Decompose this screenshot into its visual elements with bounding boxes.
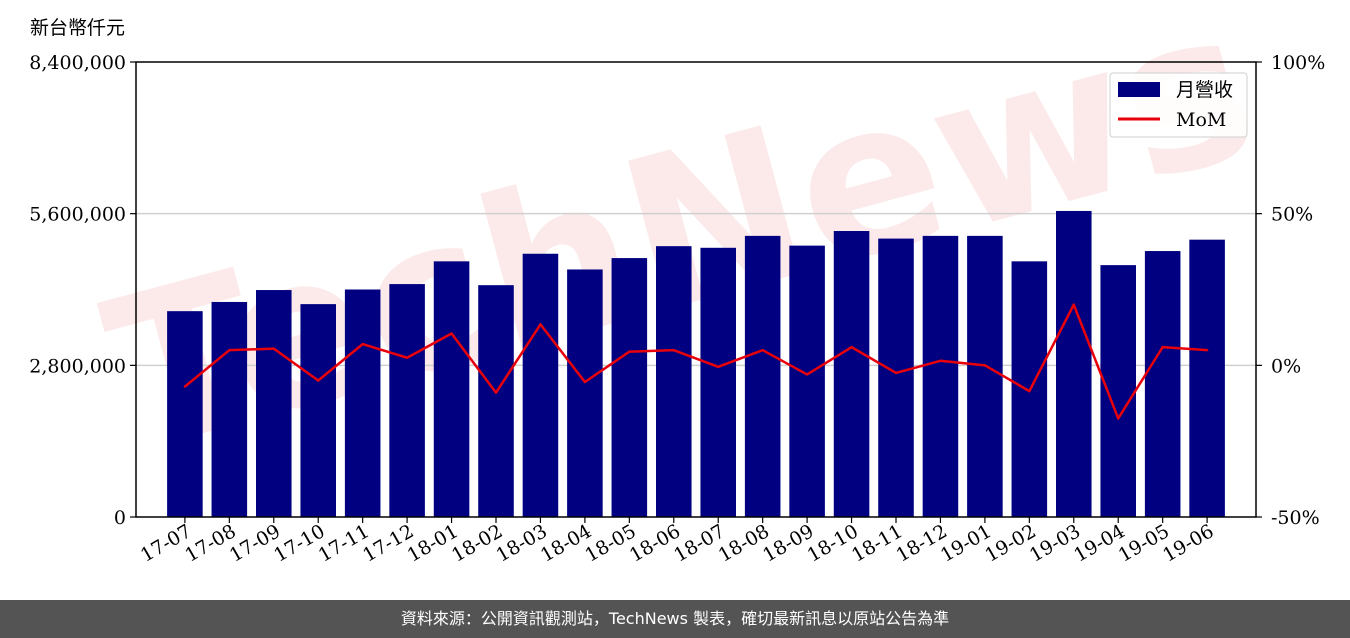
legend-swatch-bar: [1118, 82, 1160, 97]
mom-point: [850, 345, 853, 349]
mom-point: [228, 348, 231, 352]
x-tick-label: 18-11: [848, 520, 906, 566]
right-tick-label: 50%: [1271, 204, 1313, 226]
revenue-bar: [300, 304, 336, 517]
left-tick-label: 5,600,000: [29, 204, 126, 226]
mom-point: [1072, 303, 1075, 306]
revenue-bar: [256, 290, 292, 517]
revenue-bar: [744, 235, 781, 517]
right-tick-label: -50%: [1271, 507, 1320, 529]
x-tick-label: 19-03: [1026, 520, 1084, 566]
x-tick-label: 17-10: [270, 520, 328, 566]
x-tick-label: 18-04: [537, 520, 595, 566]
mom-point: [317, 379, 320, 382]
revenue-bar: [1189, 239, 1225, 517]
mom-point: [1117, 417, 1120, 420]
legend: 月營收 MoM: [1109, 72, 1248, 138]
mom-point: [272, 347, 275, 350]
right-tick-label: 100%: [1271, 52, 1325, 74]
revenue-bar: [1144, 251, 1181, 517]
mom-point: [1028, 389, 1031, 393]
revenue-bar: [389, 284, 425, 517]
x-tick-label: 17-07: [137, 520, 195, 566]
revenue-bar: [522, 253, 559, 517]
mom-point: [361, 342, 364, 346]
revenue-bar: [1100, 265, 1136, 517]
x-tick-label: 18-02: [448, 520, 506, 566]
plot-frame: [135, 61, 1257, 518]
x-tick-label: 17-12: [359, 520, 417, 566]
source-footer: 資料來源：公開資訊觀測站，TechNews 製表，確切最新訊息以原站公告為準: [0, 600, 1350, 638]
x-tick-label: 17-09: [226, 520, 284, 566]
x-tick-label: 18-12: [893, 520, 951, 566]
revenue-bar: [567, 269, 603, 517]
revenue-bar: [211, 301, 248, 517]
mom-point: [761, 348, 764, 352]
revenue-bar: [833, 231, 870, 517]
left-tick-label: 0: [114, 507, 126, 529]
x-tick-label: 18-01: [404, 520, 462, 566]
revenue-bar: [167, 311, 203, 517]
x-tick-label: 18-05: [581, 520, 639, 566]
revenue-bars: [167, 210, 1225, 518]
x-tick-label: 18-10: [804, 520, 862, 566]
mom-line-layer: [183, 303, 1209, 420]
revenue-bar: [656, 246, 692, 517]
revenue-bar: [478, 285, 514, 517]
x-tick-label: 19-06: [1159, 520, 1217, 566]
revenue-bar: [922, 235, 959, 517]
mom-point: [1161, 345, 1164, 349]
legend-label-revenue: 月營收: [1176, 79, 1233, 101]
x-tick-label: 19-01: [937, 520, 995, 566]
mom-point: [628, 350, 631, 353]
revenue-bar: [789, 245, 825, 517]
x-tick-label: 18-07: [670, 520, 728, 566]
legend-label-mom: MoM: [1176, 109, 1226, 131]
mom-point: [894, 371, 898, 375]
x-tick-label: 18-06: [626, 520, 684, 566]
x-tick-label: 17-11: [315, 520, 373, 566]
revenue-bar: [878, 238, 914, 518]
revenue-bar: [1056, 210, 1092, 518]
mom-point: [672, 348, 675, 352]
left-tick-label: 2,800,000: [29, 355, 126, 377]
revenue-bar: [344, 289, 381, 517]
right-tick-label: 0%: [1271, 355, 1301, 377]
left-tick-label: 8,400,000: [29, 52, 126, 74]
mom-point: [717, 365, 720, 369]
revenue-bar: [967, 235, 1003, 517]
x-tick-label: 19-02: [981, 520, 1039, 566]
revenue-bar: [611, 258, 648, 517]
monthly-revenue-chart: TechNews 02,800,0005,600,0008,400,000-50…: [29, 0, 1325, 567]
units-label: 新台幣仟元: [30, 17, 125, 39]
mom-point: [805, 373, 809, 376]
mom-point: [183, 385, 187, 388]
x-tick-label: 18-03: [493, 520, 551, 566]
x-tick-label: 19-04: [1070, 520, 1128, 566]
x-tick-label: 17-08: [181, 520, 239, 566]
x-tick-label: 19-05: [1115, 520, 1173, 566]
mom-point: [539, 323, 542, 326]
mom-point: [450, 332, 453, 335]
source-text: 資料來源：公開資訊觀測站，TechNews 製表，確切最新訊息以原站公告為準: [400, 609, 950, 628]
mom-point: [405, 356, 409, 359]
mom-point: [494, 391, 498, 394]
revenue-bar: [700, 247, 736, 517]
mom-point: [1205, 348, 1209, 352]
chart-area: TechNews 02,800,0005,600,0008,400,000-50…: [29, 0, 1325, 567]
revenue-bar: [433, 261, 470, 517]
x-tick-label: 18-08: [715, 520, 773, 566]
x-tick-label: 18-09: [759, 520, 817, 566]
mom-point: [983, 364, 987, 367]
mom-line: [184, 303, 1208, 420]
mom-point: [939, 359, 942, 362]
mom-point: [583, 380, 587, 384]
